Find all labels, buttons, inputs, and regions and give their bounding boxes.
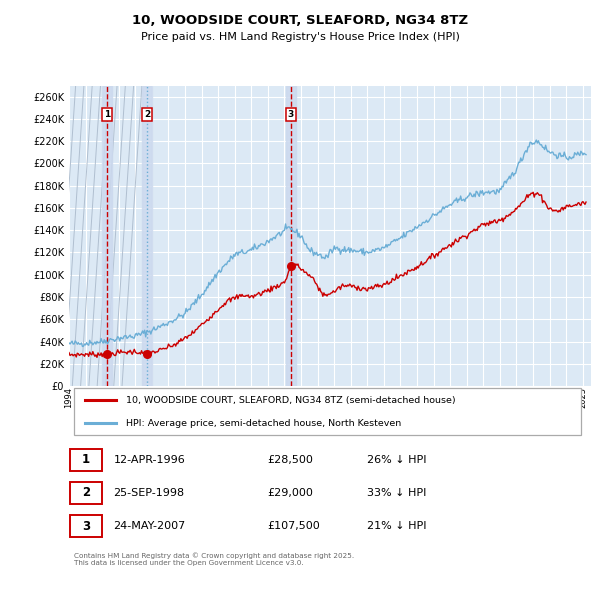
Text: 1: 1 [104,110,110,119]
Text: £29,000: £29,000 [268,488,313,498]
Text: 3: 3 [82,520,90,533]
Bar [102,86,112,386]
Bar [142,86,152,386]
FancyBboxPatch shape [70,448,103,471]
Text: Price paid vs. HM Land Registry's House Price Index (HPI): Price paid vs. HM Land Registry's House … [140,32,460,42]
Text: 2: 2 [82,486,90,499]
Text: 12-APR-1996: 12-APR-1996 [113,454,185,464]
Text: 1: 1 [82,453,90,466]
Text: 3: 3 [288,110,294,119]
Text: 33% ↓ HPI: 33% ↓ HPI [367,488,426,498]
Text: 24-MAY-2007: 24-MAY-2007 [113,521,185,531]
Bar [286,86,296,386]
Text: 25-SEP-1998: 25-SEP-1998 [113,488,184,498]
FancyBboxPatch shape [70,515,103,537]
Text: HPI: Average price, semi-detached house, North Kesteven: HPI: Average price, semi-detached house,… [127,418,401,428]
Text: 2: 2 [144,110,151,119]
Text: 10, WOODSIDE COURT, SLEAFORD, NG34 8TZ (semi-detached house): 10, WOODSIDE COURT, SLEAFORD, NG34 8TZ (… [127,396,456,405]
Text: 10, WOODSIDE COURT, SLEAFORD, NG34 8TZ: 10, WOODSIDE COURT, SLEAFORD, NG34 8TZ [132,14,468,27]
Text: £28,500: £28,500 [268,454,313,464]
Text: 21% ↓ HPI: 21% ↓ HPI [367,521,426,531]
FancyBboxPatch shape [74,388,581,435]
FancyBboxPatch shape [70,481,103,504]
Text: Contains HM Land Registry data © Crown copyright and database right 2025.
This d: Contains HM Land Registry data © Crown c… [74,553,355,566]
Text: £107,500: £107,500 [268,521,320,531]
Text: 26% ↓ HPI: 26% ↓ HPI [367,454,426,464]
